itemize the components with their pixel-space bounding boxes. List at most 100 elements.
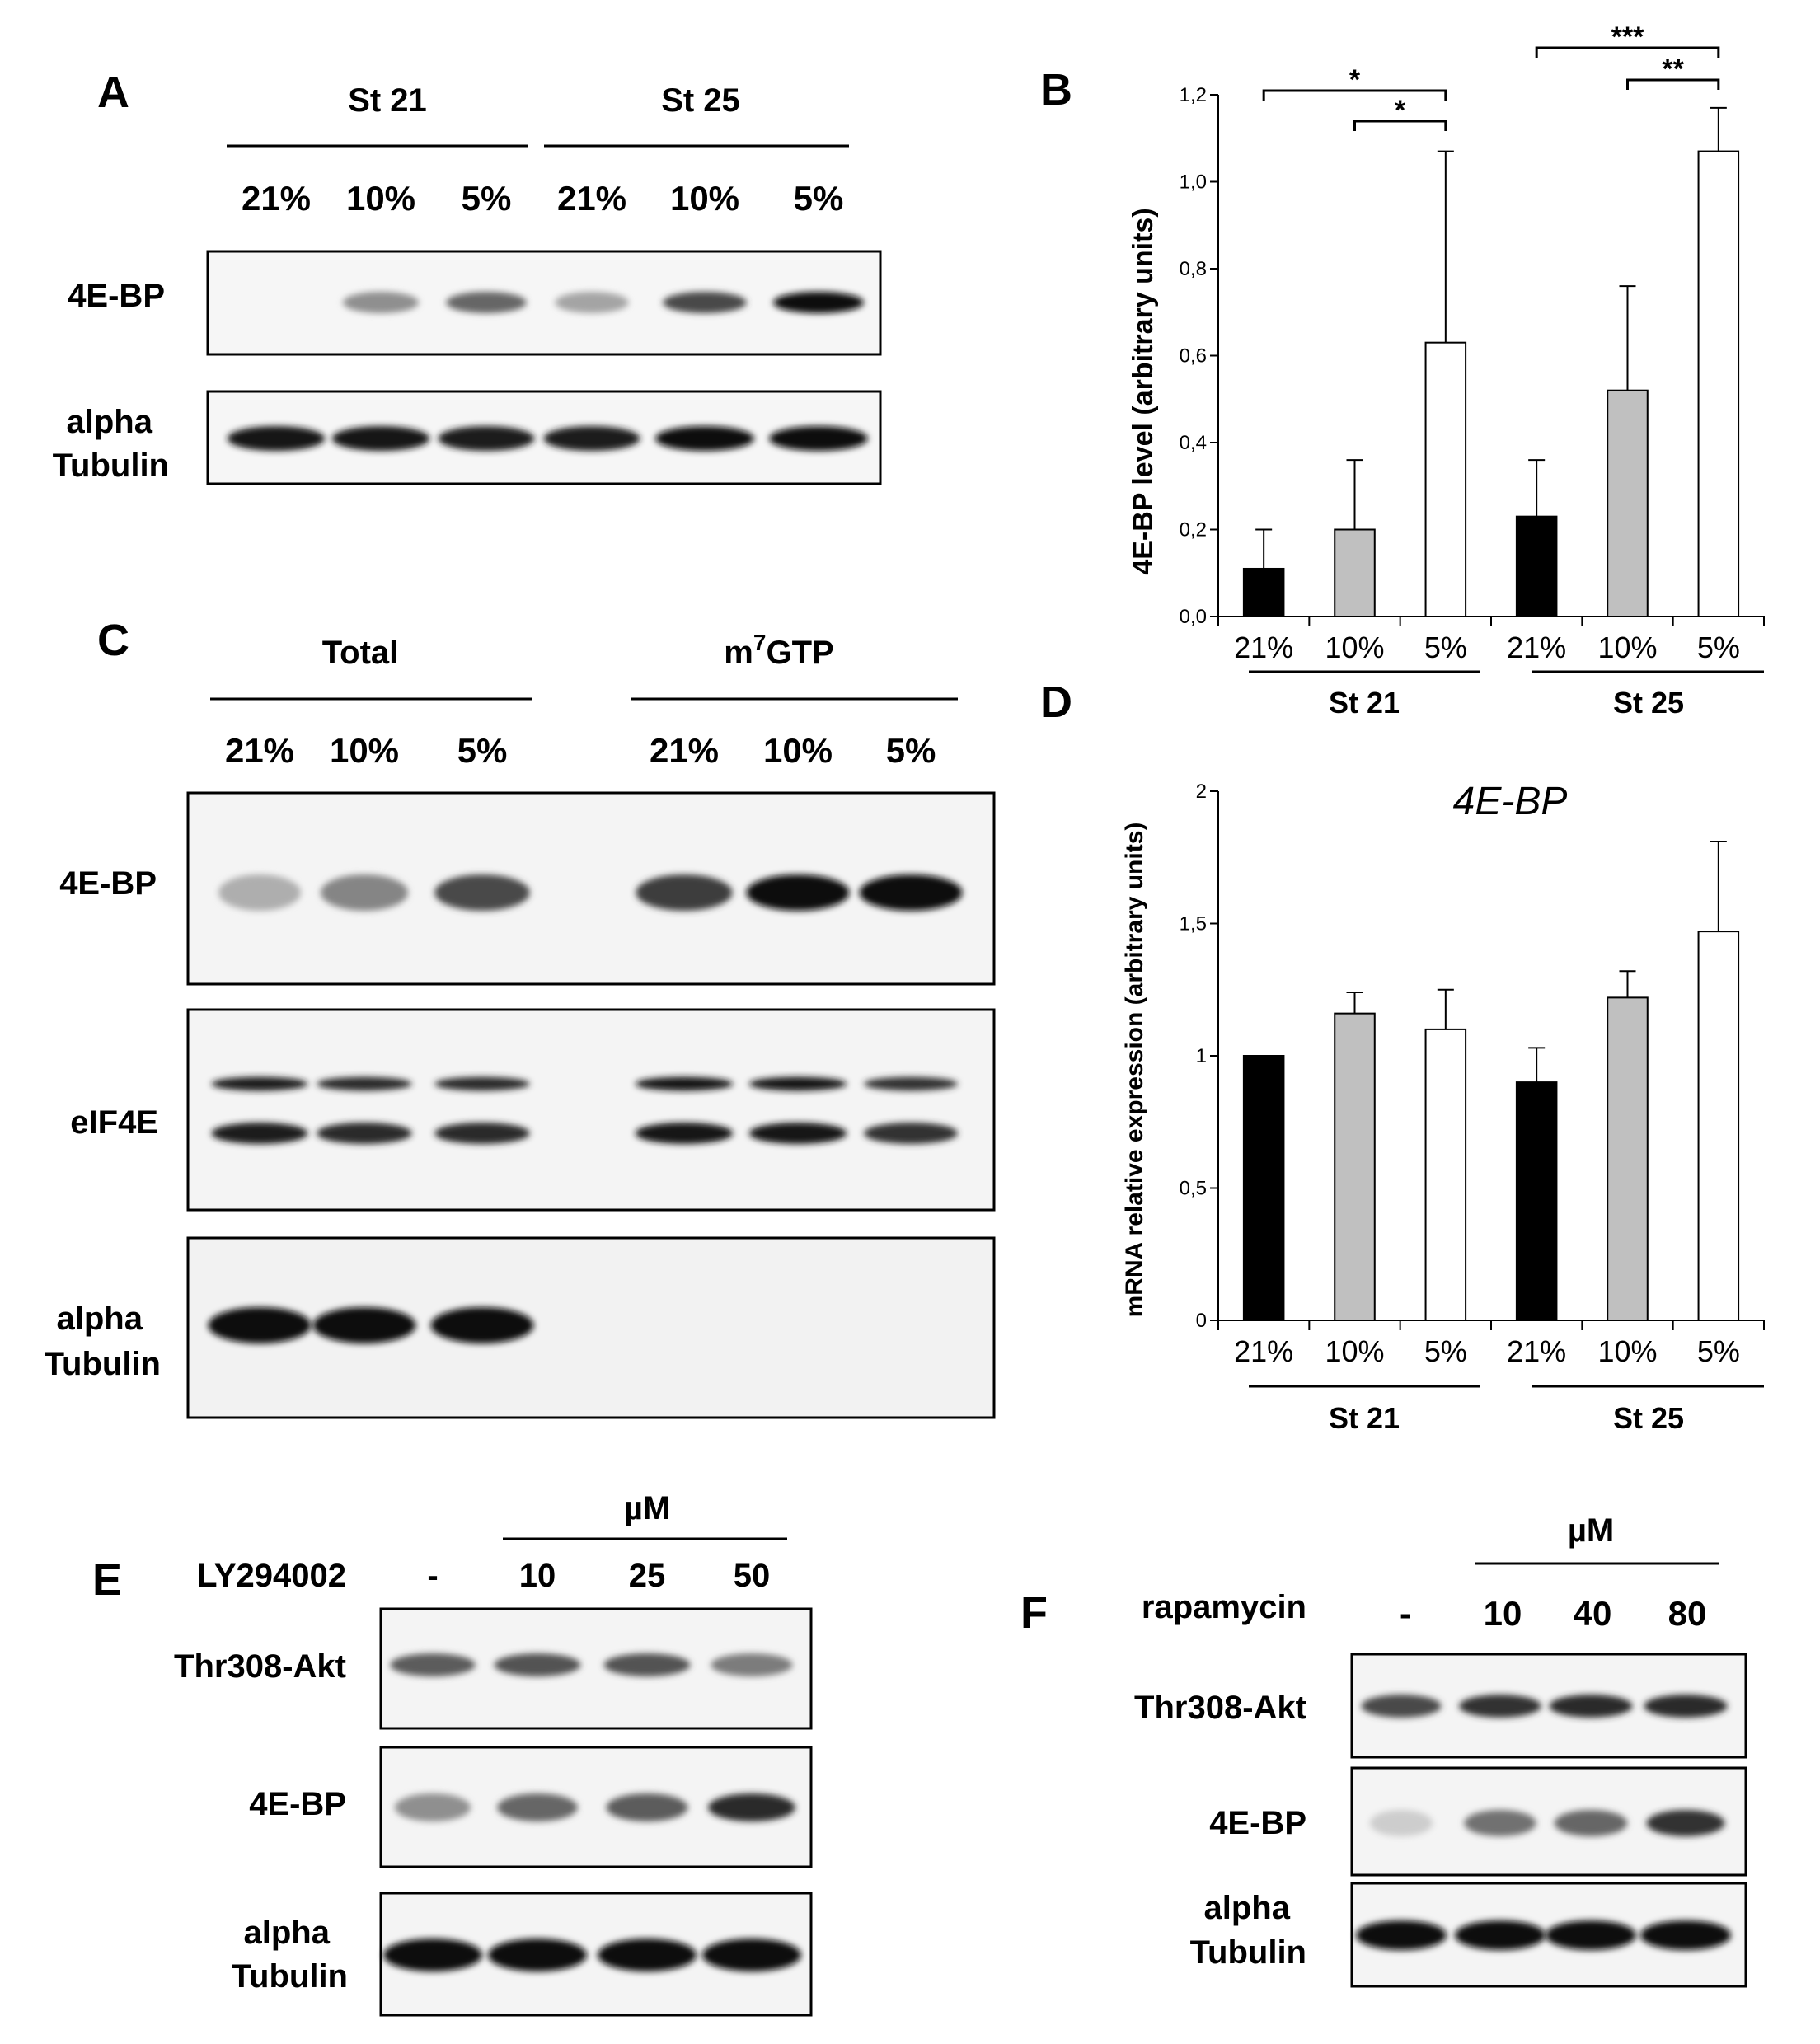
significance-bracket-3	[1535, 46, 1720, 58]
panel-e-blot3-bands	[383, 1939, 801, 1971]
panel-a-group-st21: St 21	[348, 82, 427, 119]
panel-e-letter: E	[92, 1555, 122, 1605]
panel-d-group-st25: St 25	[1613, 1401, 1684, 1435]
panel-e-blot1-label: Thr308-Akt	[174, 1648, 346, 1685]
y-tick-label: 0,4	[1180, 432, 1207, 454]
band-e3-4	[702, 1939, 801, 1971]
panel-e-treatment: LY294002	[197, 1558, 346, 1594]
category-label-1: 21%	[1234, 1334, 1293, 1368]
panel-e-dose-2: 10	[519, 1558, 556, 1594]
category-label-3: 5%	[1424, 1334, 1467, 1368]
bar-1	[1242, 567, 1285, 617]
y-tick-label: 2	[1196, 781, 1207, 803]
band-c2-1-1	[211, 1076, 308, 1091]
band-c2-4-1	[635, 1076, 734, 1091]
panel-a-lane-6: 5%	[794, 179, 844, 218]
panel-f-blot2-bands	[1369, 1810, 1725, 1836]
band-a1-3	[446, 292, 527, 313]
panel-c-lane-3: 5%	[457, 731, 508, 770]
bar-5	[1607, 389, 1649, 617]
band-e3-3	[598, 1939, 697, 1971]
bar-4	[1515, 515, 1558, 617]
band-e2-4	[708, 1793, 795, 1821]
panel-c-lane-2: 10%	[330, 731, 399, 770]
panel-d-letter: D	[1040, 677, 1072, 727]
band-f3-1	[1356, 1920, 1447, 1950]
panel-f-blot3-bands	[1356, 1920, 1731, 1950]
bar-6	[1697, 931, 1740, 1321]
panel-c-blot2	[186, 1008, 996, 1212]
band-c1-6	[859, 874, 963, 911]
panel-f-blot3-label-line2: Tubulin	[1190, 1934, 1306, 1971]
band-c2-6-1	[864, 1076, 958, 1091]
panel-c-blot1-label: 4E-BP	[59, 865, 157, 902]
panel-c-blot1-bands	[218, 874, 963, 911]
panel-c-blot2-label: eIF4E	[70, 1104, 158, 1141]
bar-6	[1697, 150, 1740, 617]
panel-f-blot3-label-line1: alpha	[1204, 1890, 1291, 1926]
band-a1-2	[342, 292, 420, 313]
y-tick-label: 0,6	[1180, 345, 1207, 368]
panel-f-blot1-bands	[1361, 1695, 1728, 1718]
panel-d-chart: 0 0,5 1 1,5 2 21% 10% 5% 21% 10% 5%	[1180, 781, 1765, 1368]
bar-2	[1334, 528, 1376, 617]
band-f2-2	[1464, 1810, 1536, 1836]
y-tick-label: 1,2	[1180, 84, 1207, 106]
panel-a-lane-3: 5%	[462, 179, 512, 218]
panel-c-group-m7gtp: m7GTP	[724, 630, 833, 671]
band-e1-1	[390, 1653, 476, 1676]
band-f1-1	[1361, 1695, 1442, 1718]
panel-c-lane-6: 5%	[886, 731, 936, 770]
y-tick-label: 1,5	[1180, 913, 1207, 935]
panel-f-dose-1: -	[1400, 1594, 1411, 1633]
panel-a-blot1	[206, 250, 882, 356]
band-f1-3	[1549, 1695, 1633, 1718]
y-tick-label: 0	[1196, 1310, 1207, 1332]
band-f1-4	[1644, 1695, 1728, 1718]
band-c2-1-2	[211, 1123, 308, 1144]
panel-f-blot2-label: 4E-BP	[1209, 1805, 1306, 1841]
panel-a-lane-1: 21%	[242, 179, 311, 218]
band-e1-2	[494, 1653, 581, 1676]
category-label-1: 21%	[1234, 631, 1293, 664]
panel-a-lane-4: 21%	[557, 179, 626, 218]
y-tick-label: 1,0	[1180, 171, 1207, 194]
band-a1-5	[663, 292, 747, 313]
panel-c-lane-5: 10%	[763, 731, 833, 770]
category-label-5: 10%	[1597, 1334, 1657, 1368]
band-c2-5-2	[748, 1123, 847, 1144]
y-tick-label: 0,5	[1180, 1178, 1207, 1200]
panel-c-blot2-bands	[211, 1076, 958, 1144]
panel-c-blot3-label-line2: Tubulin	[45, 1346, 161, 1382]
band-f3-3	[1546, 1920, 1636, 1950]
panel-e-blot3-label-line2: Tubulin	[232, 1958, 348, 1995]
panel-c-lane-1: 21%	[225, 731, 294, 770]
band-c2-5-1	[748, 1076, 847, 1091]
band-c2-4-2	[635, 1123, 734, 1144]
band-f3-4	[1640, 1920, 1731, 1950]
band-a2-6	[769, 426, 868, 451]
band-e2-2	[497, 1793, 578, 1821]
band-a2-1	[227, 426, 326, 451]
bar-2	[1334, 1012, 1376, 1321]
y-tick-label: 0,2	[1180, 519, 1207, 541]
band-c2-2-2	[317, 1123, 412, 1144]
panel-b-chart: 0,00,20,40,60,81,01,221% 10% 5% 21% 10% 5%***…	[1180, 21, 1765, 664]
panel-f-letter: F	[1020, 1588, 1048, 1638]
panel-e-blot1-bands	[390, 1653, 793, 1676]
band-c1-3	[434, 874, 530, 911]
bar-4	[1515, 1081, 1558, 1321]
band-e1-4	[711, 1653, 793, 1676]
bar-1	[1242, 1055, 1285, 1321]
band-c1-1	[218, 874, 301, 911]
bar-3	[1424, 341, 1467, 617]
panel-d-title: 4E-BP	[1453, 780, 1568, 823]
band-a1-4	[555, 292, 629, 313]
band-a1-6	[773, 292, 864, 313]
panel-b-ylabel: 4E-BP level (arbitrary units)	[1128, 208, 1159, 574]
panel-b-group-st21: St 21	[1329, 686, 1400, 720]
band-c3-3	[430, 1307, 534, 1343]
significance-label-2: *	[1395, 95, 1406, 126]
panel-a-blot1-bands	[342, 292, 864, 313]
